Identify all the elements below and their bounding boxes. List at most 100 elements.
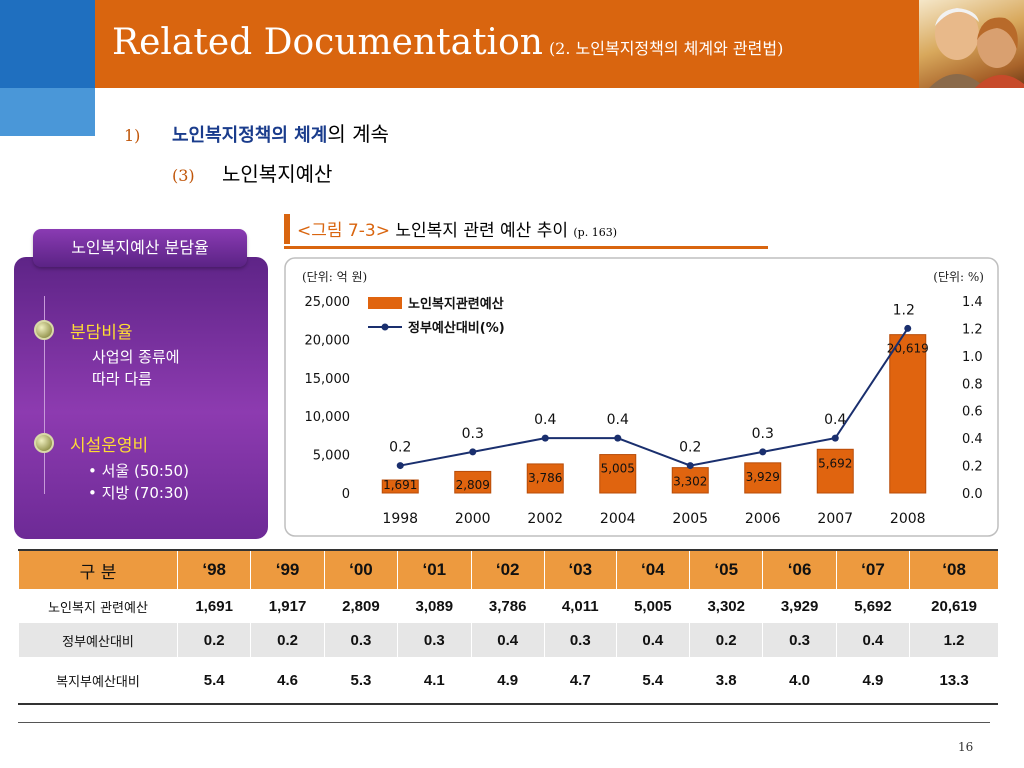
chart-line-label: 0.4 <box>607 412 629 428</box>
figure-title-text: 노인복지 관련 예산 추이 <box>395 221 568 241</box>
outline-item-1-number: 1) <box>124 126 141 145</box>
table-cell: 4.9 <box>835 657 910 705</box>
table-row: 노인복지 관련예산 1,691 1,917 2,809 3,089 3,786 4,011… <box>18 589 998 623</box>
x-tick-label: 2007 <box>817 511 853 527</box>
chart-line-point <box>904 324 912 332</box>
table-cell: 5,005 <box>615 589 690 623</box>
chart-line-point <box>614 434 622 442</box>
footer-rule <box>18 722 990 723</box>
table-row: 복지부예산대비 5.4 4.6 5.3 4.1 4.9 4.7 5.4 3.8 4.0 4.9 13… <box>18 657 998 705</box>
table-header-year: ‘06 <box>762 549 837 589</box>
chart-bar-label: 2,809 <box>456 478 490 492</box>
bullet-dot-icon <box>34 320 54 340</box>
y-left-tick-label: 0 <box>342 487 350 502</box>
y-right-tick-label: 0.4 <box>962 432 983 447</box>
table-cell: 2,809 <box>323 589 398 623</box>
budget-trend-chart: (단위: 억 원) (단위: %) 0 5,000 10,000 15,000 20,000… <box>284 257 999 537</box>
table-cell: 13.3 <box>909 657 998 705</box>
y-left-tick-label: 10,000 <box>305 410 351 425</box>
outline-item-2-number: (3) <box>172 166 195 185</box>
chart-line-label: 0.2 <box>679 440 701 456</box>
table-header-year: ‘04 <box>615 549 690 589</box>
chart-series-line <box>400 327 909 467</box>
table-cell: 4.9 <box>470 657 545 705</box>
chart-line-point <box>686 462 694 470</box>
chart-bar-label: 5,692 <box>818 456 852 470</box>
chart-line-point <box>396 462 404 470</box>
chart-line-label: 0.3 <box>462 426 484 442</box>
legend-line-marker <box>381 323 389 331</box>
table-row-label: 노인복지 관련예산 <box>18 589 178 623</box>
table-header-year: ‘05 <box>689 549 763 589</box>
panel-section-1-line-2: 따라 다름 <box>92 370 152 388</box>
table-cell: 5.4 <box>176 657 251 705</box>
chart-bar <box>671 467 709 494</box>
table-cell: 5.3 <box>323 657 398 705</box>
table-cell: 3,302 <box>689 589 763 623</box>
table-cell: 4.6 <box>250 657 325 705</box>
table-cell: 4.1 <box>397 657 471 705</box>
table-cell: 0.4 <box>835 623 910 657</box>
chart-bar <box>454 470 492 494</box>
table-header-label: 구 분 <box>18 549 178 589</box>
table-cell: 0.3 <box>323 623 398 657</box>
table-cell: 4.0 <box>762 657 837 705</box>
bullet-dot-icon <box>34 433 54 453</box>
table-cell: 0.2 <box>250 623 325 657</box>
chart-line-label: 0.4 <box>534 412 556 428</box>
table-cell: 5,692 <box>835 589 910 623</box>
chart-bar <box>526 463 564 494</box>
chart-line-point <box>759 448 767 456</box>
x-tick-label: 2004 <box>600 511 636 527</box>
panel-divider-line <box>44 296 45 494</box>
chart-bar-label: 3,929 <box>746 470 780 484</box>
y-right-tick-label: 1.2 <box>962 322 983 337</box>
chart-line-point <box>469 448 477 456</box>
table-header-year: ‘00 <box>323 549 398 589</box>
table-cell: 3.8 <box>689 657 763 705</box>
legend-line-label: 정부예산대비(%) <box>408 320 505 336</box>
outline-item-2-text: 노인복지예산 <box>222 162 333 186</box>
table-cell: 20,619 <box>909 589 998 623</box>
chart-line-label: 1.2 <box>893 302 915 318</box>
table-cell: 0.2 <box>176 623 251 657</box>
table-cell: 1.2 <box>909 623 998 657</box>
table-cell: 3,786 <box>470 589 545 623</box>
header-blue-block-lower <box>0 88 95 136</box>
chart-svg: (단위: 억 원) (단위: %) 0 5,000 10,000 15,000 20,000… <box>284 257 999 537</box>
table-cell: 4.7 <box>543 657 617 705</box>
figure-label: <그림 7-3> <box>297 221 390 241</box>
chart-bar <box>381 479 419 494</box>
outline-item-1-rest: 의 계속 <box>327 122 389 146</box>
chart-bar-label: 3,302 <box>673 475 707 489</box>
chart-bar <box>816 448 854 494</box>
table-cell: 0.2 <box>689 623 763 657</box>
chart-line-label: 0.2 <box>389 440 411 456</box>
table-cell: 0.4 <box>470 623 545 657</box>
budget-table: 구 분 ‘98 ‘99 ‘00 ‘01 ‘02 ‘03 ‘04 ‘05 ‘06 ‘07 ‘08 노인… <box>18 549 998 705</box>
chart-bar-label: 20,619 <box>887 342 929 356</box>
panel-section-2-title: 시설운영비 <box>70 436 149 456</box>
x-tick-label: 2005 <box>672 511 708 527</box>
y-right-tick-label: 0.0 <box>962 487 983 502</box>
header-photo <box>919 0 1024 88</box>
y-left-tick-label: 15,000 <box>305 372 351 387</box>
chart-bar <box>889 334 927 494</box>
chart-unit-left: (단위: 억 원) <box>302 270 367 284</box>
table-header-year: ‘08 <box>909 549 998 589</box>
table-header-year: ‘01 <box>397 549 471 589</box>
table-cell: 1,691 <box>176 589 251 623</box>
page-title: Related Documentation (2. 노인복지정책의 체계와 관련법… <box>112 22 783 63</box>
page-number: 16 <box>958 740 974 754</box>
table-cell: 1,917 <box>250 589 325 623</box>
header-blue-block <box>0 0 95 88</box>
table-header-year: ‘02 <box>470 549 545 589</box>
y-left-tick-label: 25,000 <box>305 295 351 310</box>
legend-bar-label: 노인복지관련예산 <box>408 296 504 312</box>
header-bar <box>95 0 919 88</box>
table-row-label: 복지부예산대비 <box>18 657 178 705</box>
chart-bar-label: 3,786 <box>528 471 562 485</box>
y-right-tick-label: 0.2 <box>962 460 983 475</box>
page-subtitle: (2. 노인복지정책의 체계와 관련법) <box>548 39 784 58</box>
y-right-tick-label: 1.4 <box>962 295 983 310</box>
